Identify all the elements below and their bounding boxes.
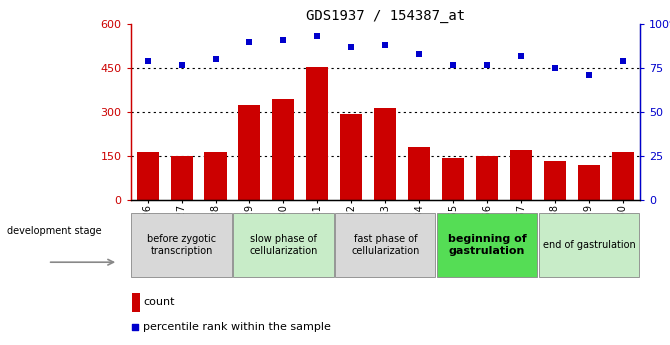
Point [380, 42, 391, 48]
Text: before zygotic
transcription: before zygotic transcription [147, 234, 216, 256]
Point [549, 66, 560, 71]
Text: beginning of
gastrulation: beginning of gastrulation [448, 234, 527, 256]
Point [210, 57, 221, 62]
Text: development stage: development stage [7, 226, 101, 236]
Bar [408, 147, 430, 200]
Bar [539, 213, 639, 277]
Bar [510, 150, 532, 200]
Bar [204, 152, 226, 200]
Text: percentile rank within the sample: percentile rank within the sample [143, 323, 331, 333]
Bar [132, 293, 139, 312]
Bar [273, 99, 294, 200]
Point [244, 39, 255, 45]
Bar [239, 105, 261, 200]
Bar [233, 213, 334, 277]
Bar [335, 213, 436, 277]
Bar [171, 156, 192, 200]
Text: count: count [143, 297, 175, 307]
Bar [476, 156, 498, 200]
Bar [612, 152, 634, 200]
Title: GDS1937 / 154387_at: GDS1937 / 154387_at [306, 9, 465, 23]
Bar [544, 160, 566, 200]
Text: slow phase of
cellularization: slow phase of cellularization [249, 234, 318, 256]
Point [584, 72, 594, 78]
Bar [375, 108, 396, 200]
Bar [137, 152, 159, 200]
Point [278, 37, 289, 43]
Point [346, 44, 356, 50]
Bar [437, 213, 537, 277]
Point [130, 325, 141, 330]
Bar [306, 67, 328, 200]
Bar [340, 114, 362, 200]
Bar [442, 158, 464, 200]
Text: end of gastrulation: end of gastrulation [543, 240, 635, 250]
Point [142, 58, 153, 64]
Bar [131, 213, 232, 277]
Point [176, 62, 187, 67]
Text: fast phase of
cellularization: fast phase of cellularization [351, 234, 419, 256]
Point [618, 58, 628, 64]
Point [312, 34, 323, 39]
Point [516, 53, 527, 59]
Point [414, 51, 425, 57]
Point [482, 62, 492, 67]
Bar [578, 165, 600, 200]
Point [448, 62, 458, 67]
